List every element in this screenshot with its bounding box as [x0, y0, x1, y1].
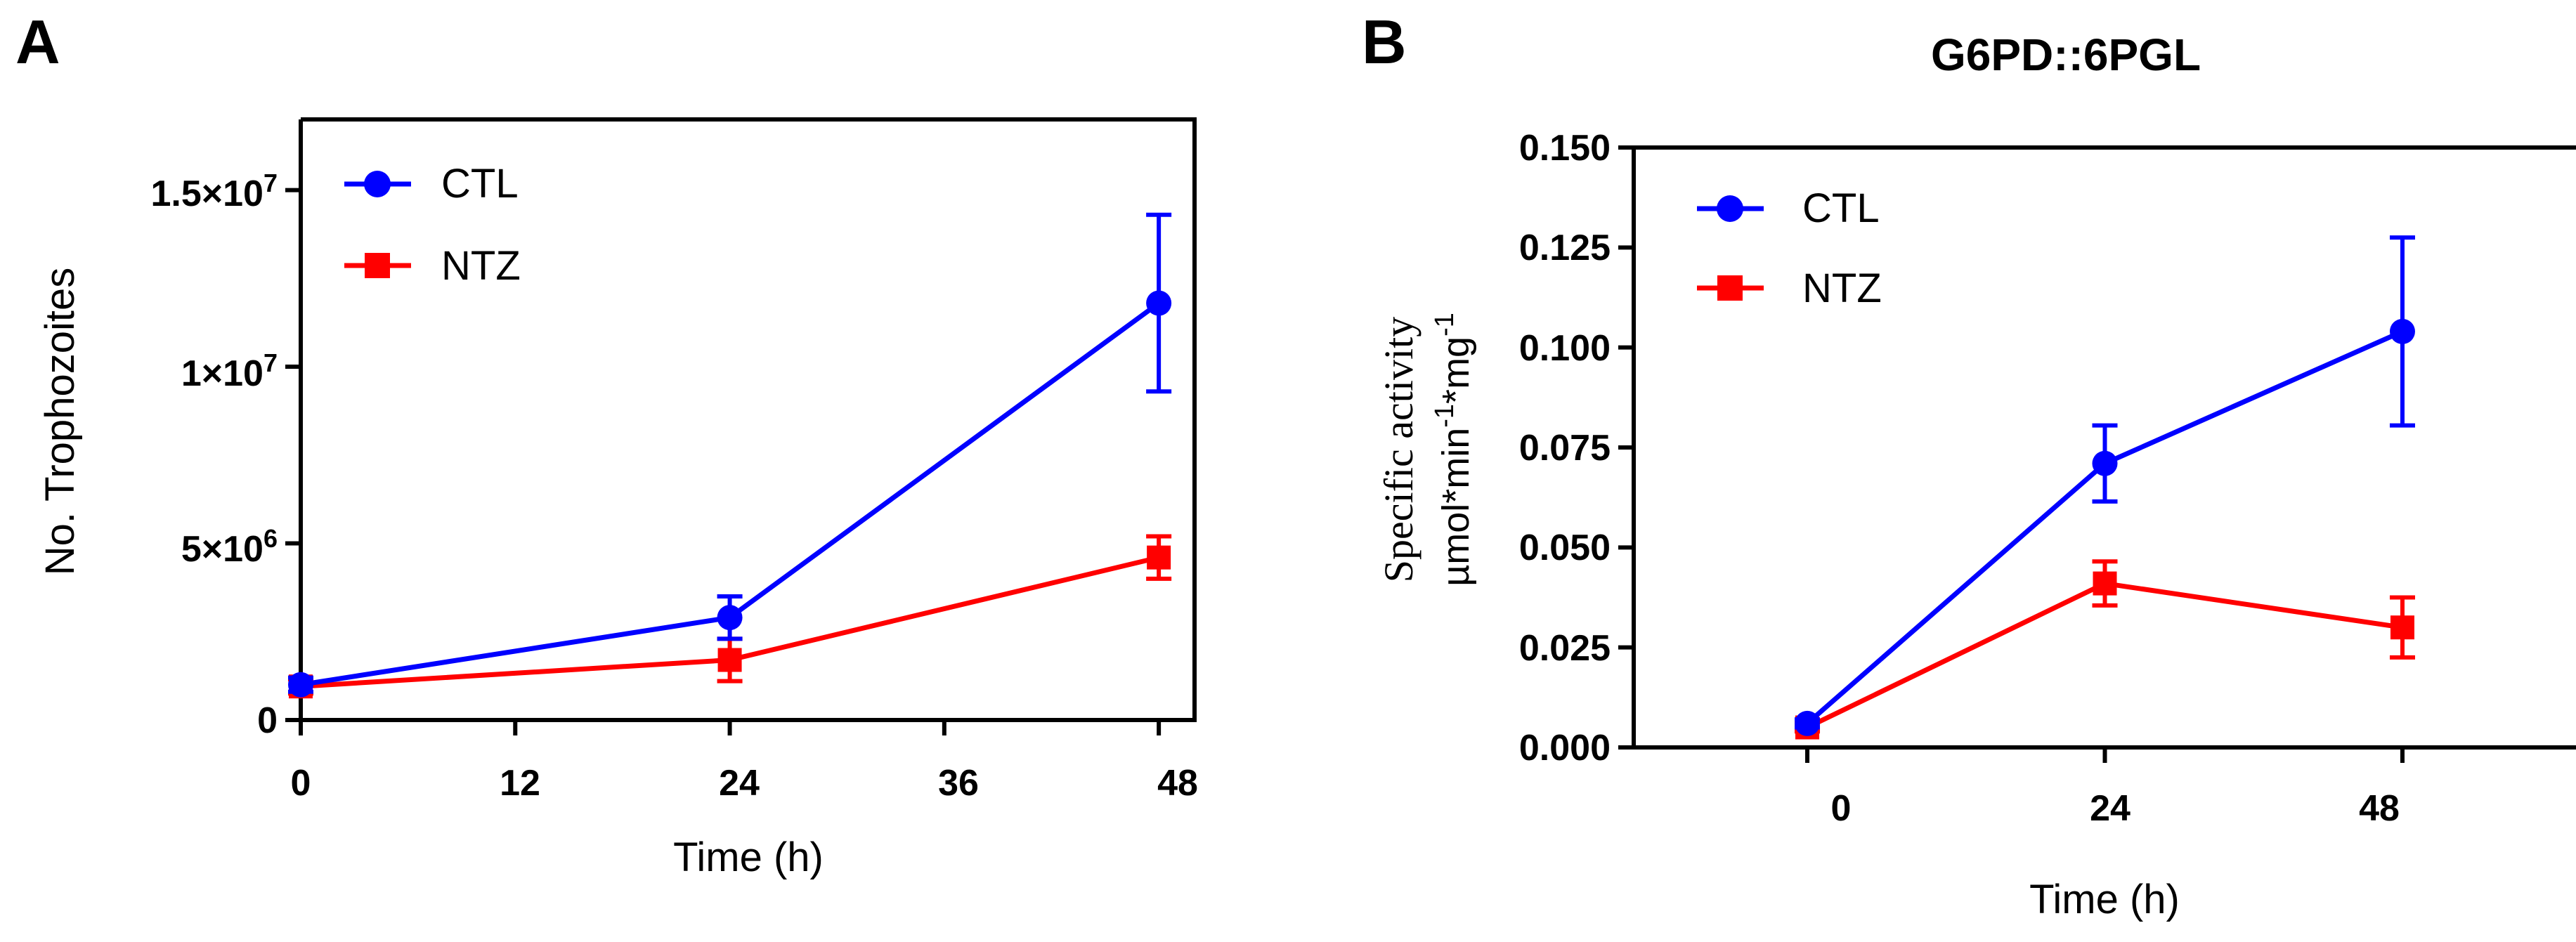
x-tick-label: 36 — [938, 763, 979, 804]
data-point-ctl — [288, 672, 313, 698]
x-tick-label: 24 — [719, 763, 760, 804]
legend-label-ntz: NTZ — [1802, 266, 1882, 311]
y-tick-label: 1×107 — [181, 348, 278, 394]
panel-a-y-axis-title: No. Trophozoites — [37, 268, 83, 575]
legend-marker-ctl — [1717, 195, 1743, 222]
legend-marker-ctl — [364, 171, 391, 197]
data-point-ntz — [2390, 615, 2414, 640]
panel-b: B G6PD::6PGL 0.000 0.025 0.050 0.075 0.1… — [1362, 7, 2576, 922]
data-point-ctl — [717, 605, 743, 631]
panel-b-x-axis-title: Time (h) — [2029, 877, 2180, 922]
data-point-ntz — [717, 648, 742, 672]
series-line-ctl — [1805, 329, 2404, 726]
panel-a-ticks — [285, 188, 1162, 735]
y-tick-label: 0.050 — [1519, 528, 1611, 568]
data-point-ctl — [1146, 290, 1172, 316]
panel-b-plot-area — [1795, 235, 2415, 740]
panel-a-label: A — [15, 7, 60, 77]
series-ctl — [288, 212, 1172, 698]
x-tick-label: 48 — [1157, 763, 1198, 804]
panel-b-label: B — [1362, 7, 1407, 77]
data-point-ctl — [2389, 318, 2415, 344]
panel-b-ticks — [1618, 145, 2405, 763]
y-tick-label: 0 — [257, 700, 278, 741]
x-tick-label: 48 — [2359, 788, 2400, 829]
y-tick-label: 0.075 — [1519, 428, 1611, 469]
panel-b-title: G6PD::6PGL — [1931, 30, 2201, 80]
data-point-ntz — [2093, 571, 2117, 596]
y-tick-label: 0.025 — [1519, 628, 1611, 669]
panel-a: A 0 5×106 1×107 1.5×107 0 12 24 36 48 Ti… — [15, 7, 1198, 880]
y-tick-label: 0.100 — [1519, 328, 1611, 369]
x-tick-label: 0 — [291, 763, 311, 804]
panel-a-y-tick-labels: 0 5×106 1×107 1.5×107 — [150, 169, 278, 741]
series-ctl — [1795, 235, 2415, 736]
y-tick-label: 1.5×107 — [150, 169, 278, 214]
panel-b-y-tick-labels: 0.000 0.025 0.050 0.075 0.100 0.125 0.15… — [1519, 128, 1611, 768]
panel-b-y-axis-units: µmol*min-1*mg-1 — [1430, 313, 1477, 587]
panel-b-x-tick-labels: 0 24 48 — [1831, 788, 2400, 829]
panel-b-legend: CTL NTZ — [1697, 185, 1882, 311]
panel-a-plot-area — [288, 212, 1172, 699]
panel-a-x-tick-labels: 0 12 24 36 48 — [291, 763, 1198, 804]
legend-label-ctl: CTL — [1802, 185, 1880, 231]
y-tick-label: 5×106 — [181, 524, 278, 570]
x-tick-label: 0 — [1831, 788, 1852, 829]
y-tick-label: 0.000 — [1519, 728, 1611, 768]
panel-a-legend: CTL NTZ — [344, 161, 521, 289]
legend-label-ntz: NTZ — [441, 243, 521, 289]
data-point-ctl — [2092, 450, 2118, 476]
panel-a-x-axis-title: Time (h) — [673, 835, 824, 880]
y-tick-label: 0.125 — [1519, 228, 1611, 268]
legend-label-ctl: CTL — [441, 161, 519, 207]
x-tick-label: 24 — [2090, 788, 2131, 829]
data-point-ctl — [1795, 710, 1821, 736]
y-tick-label: 0.150 — [1519, 128, 1611, 169]
panel-b-y-axis-title: Specific activity — [1376, 317, 1422, 582]
data-point-ntz — [1147, 545, 1171, 570]
legend-marker-ntz — [365, 253, 390, 278]
legend-marker-ntz — [1717, 275, 1743, 301]
x-tick-label: 12 — [500, 763, 540, 804]
